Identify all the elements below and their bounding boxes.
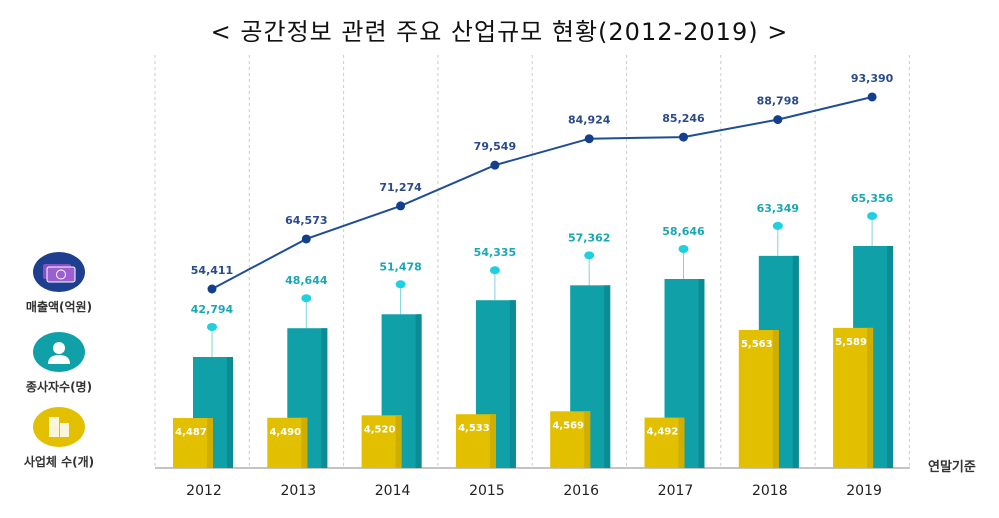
label-employees: 48,644: [285, 274, 328, 287]
marker-sales: [490, 160, 500, 170]
bar-companies: [550, 411, 591, 468]
marker-sales: [207, 284, 217, 294]
bar-companies-shade: [207, 418, 213, 468]
marker-employees: [772, 221, 783, 230]
label-sales: 88,798: [757, 95, 799, 108]
bar-companies: [267, 417, 308, 468]
label-sales: 84,924: [568, 114, 611, 127]
label-employees: 51,478: [379, 260, 421, 273]
x-tick-label: 2017: [658, 483, 694, 499]
bar-companies: [173, 418, 213, 468]
legend-label: 매출액(억원): [25, 300, 93, 314]
bar-companies-shade: [301, 417, 308, 468]
marker-employees: [207, 323, 217, 331]
marker-sales: [584, 134, 594, 144]
label-companies: 4,569: [552, 420, 584, 431]
bar-companies-shade: [867, 327, 874, 468]
x-tick-label: 2012: [186, 483, 222, 499]
chart-title: < 공간정보 관련 주요 산업규모 현황(2012-2019) >: [210, 18, 789, 46]
label-employees: 54,335: [474, 246, 516, 259]
bar-employees-shade: [604, 285, 611, 468]
marker-sales: [679, 132, 688, 142]
label-sales: 54,411: [191, 264, 233, 277]
label-companies: 4,487: [175, 427, 207, 438]
label-employees: 58,646: [662, 225, 705, 238]
bar-companies-shade: [395, 415, 402, 468]
marker-employees: [678, 245, 689, 254]
label-sales: 79,549: [474, 140, 516, 153]
label-sales: 93,390: [851, 72, 894, 85]
label-employees: 42,794: [191, 303, 234, 316]
legend-companies: 사업체 수(개): [14, 407, 104, 470]
marker-employees: [584, 251, 595, 260]
bar-companies: [361, 415, 402, 468]
note-year-end: 연말기준: [928, 460, 976, 475]
marker-sales: [773, 115, 783, 125]
marker-sales: [301, 234, 311, 244]
bar-employees-shade: [227, 357, 233, 468]
label-employees: 63,349: [757, 202, 799, 215]
bar-companies: [738, 329, 779, 468]
bar-employees-shade: [509, 300, 516, 468]
bar-companies-shade: [489, 414, 496, 468]
marker-employees: [489, 266, 500, 275]
label-companies: 4,490: [269, 427, 301, 438]
person-icon: [33, 332, 85, 372]
bar-companies-shade: [678, 417, 685, 468]
bar-employees-shade: [321, 328, 328, 468]
label-sales: 64,573: [285, 214, 327, 227]
bar-employees-shade: [698, 279, 705, 468]
x-tick-label: 2014: [375, 483, 411, 499]
marker-employees: [301, 294, 312, 303]
line-sales: [211, 96, 873, 290]
x-tick-label: 2016: [563, 483, 599, 499]
x-tick-label: 2015: [469, 483, 505, 499]
marker-sales: [396, 201, 406, 211]
bar-companies-shade: [584, 411, 591, 468]
bar-companies: [833, 327, 874, 468]
label-companies: 5,589: [835, 337, 867, 348]
label-employees: 57,362: [568, 231, 610, 244]
building-icon: [33, 407, 85, 447]
marker-employees: [395, 280, 406, 289]
bar-companies: [644, 417, 685, 468]
label-employees: 65,356: [851, 192, 894, 205]
label-sales: 85,246: [662, 112, 705, 125]
x-tick-label: 2019: [846, 483, 882, 499]
money-icon: [33, 252, 85, 292]
marker-sales: [867, 92, 877, 102]
legend-employees: 종사자수(명): [14, 332, 104, 395]
bar-companies: [455, 414, 496, 468]
marker-employees: [867, 211, 878, 220]
legend-label: 종사자수(명): [25, 380, 93, 394]
bar-employees-shade: [792, 255, 799, 468]
label-sales: 71,274: [379, 181, 422, 194]
legend-sales: 매출액(억원): [14, 252, 104, 315]
label-companies: 4,520: [364, 424, 396, 435]
label-companies: 5,563: [741, 339, 773, 350]
bar-employees-shade: [887, 245, 894, 468]
label-companies: 4,492: [647, 427, 679, 438]
bar-employees-shade: [415, 314, 422, 468]
x-tick-label: 2013: [280, 483, 316, 499]
bar-companies-shade: [772, 329, 779, 468]
label-companies: 4,533: [458, 423, 490, 434]
legend-label: 사업체 수(개): [23, 455, 95, 469]
x-tick-label: 2018: [752, 483, 788, 499]
